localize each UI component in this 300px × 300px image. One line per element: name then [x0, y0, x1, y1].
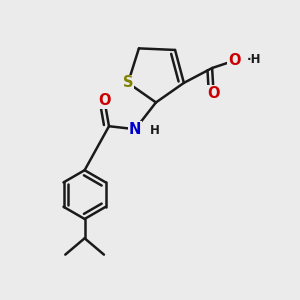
Text: O: O: [228, 53, 241, 68]
Text: S: S: [123, 75, 133, 90]
Text: ·H: ·H: [246, 53, 261, 66]
Text: O: O: [207, 86, 220, 101]
Text: O: O: [98, 94, 111, 109]
Text: N: N: [129, 122, 141, 137]
Text: H: H: [150, 124, 160, 137]
